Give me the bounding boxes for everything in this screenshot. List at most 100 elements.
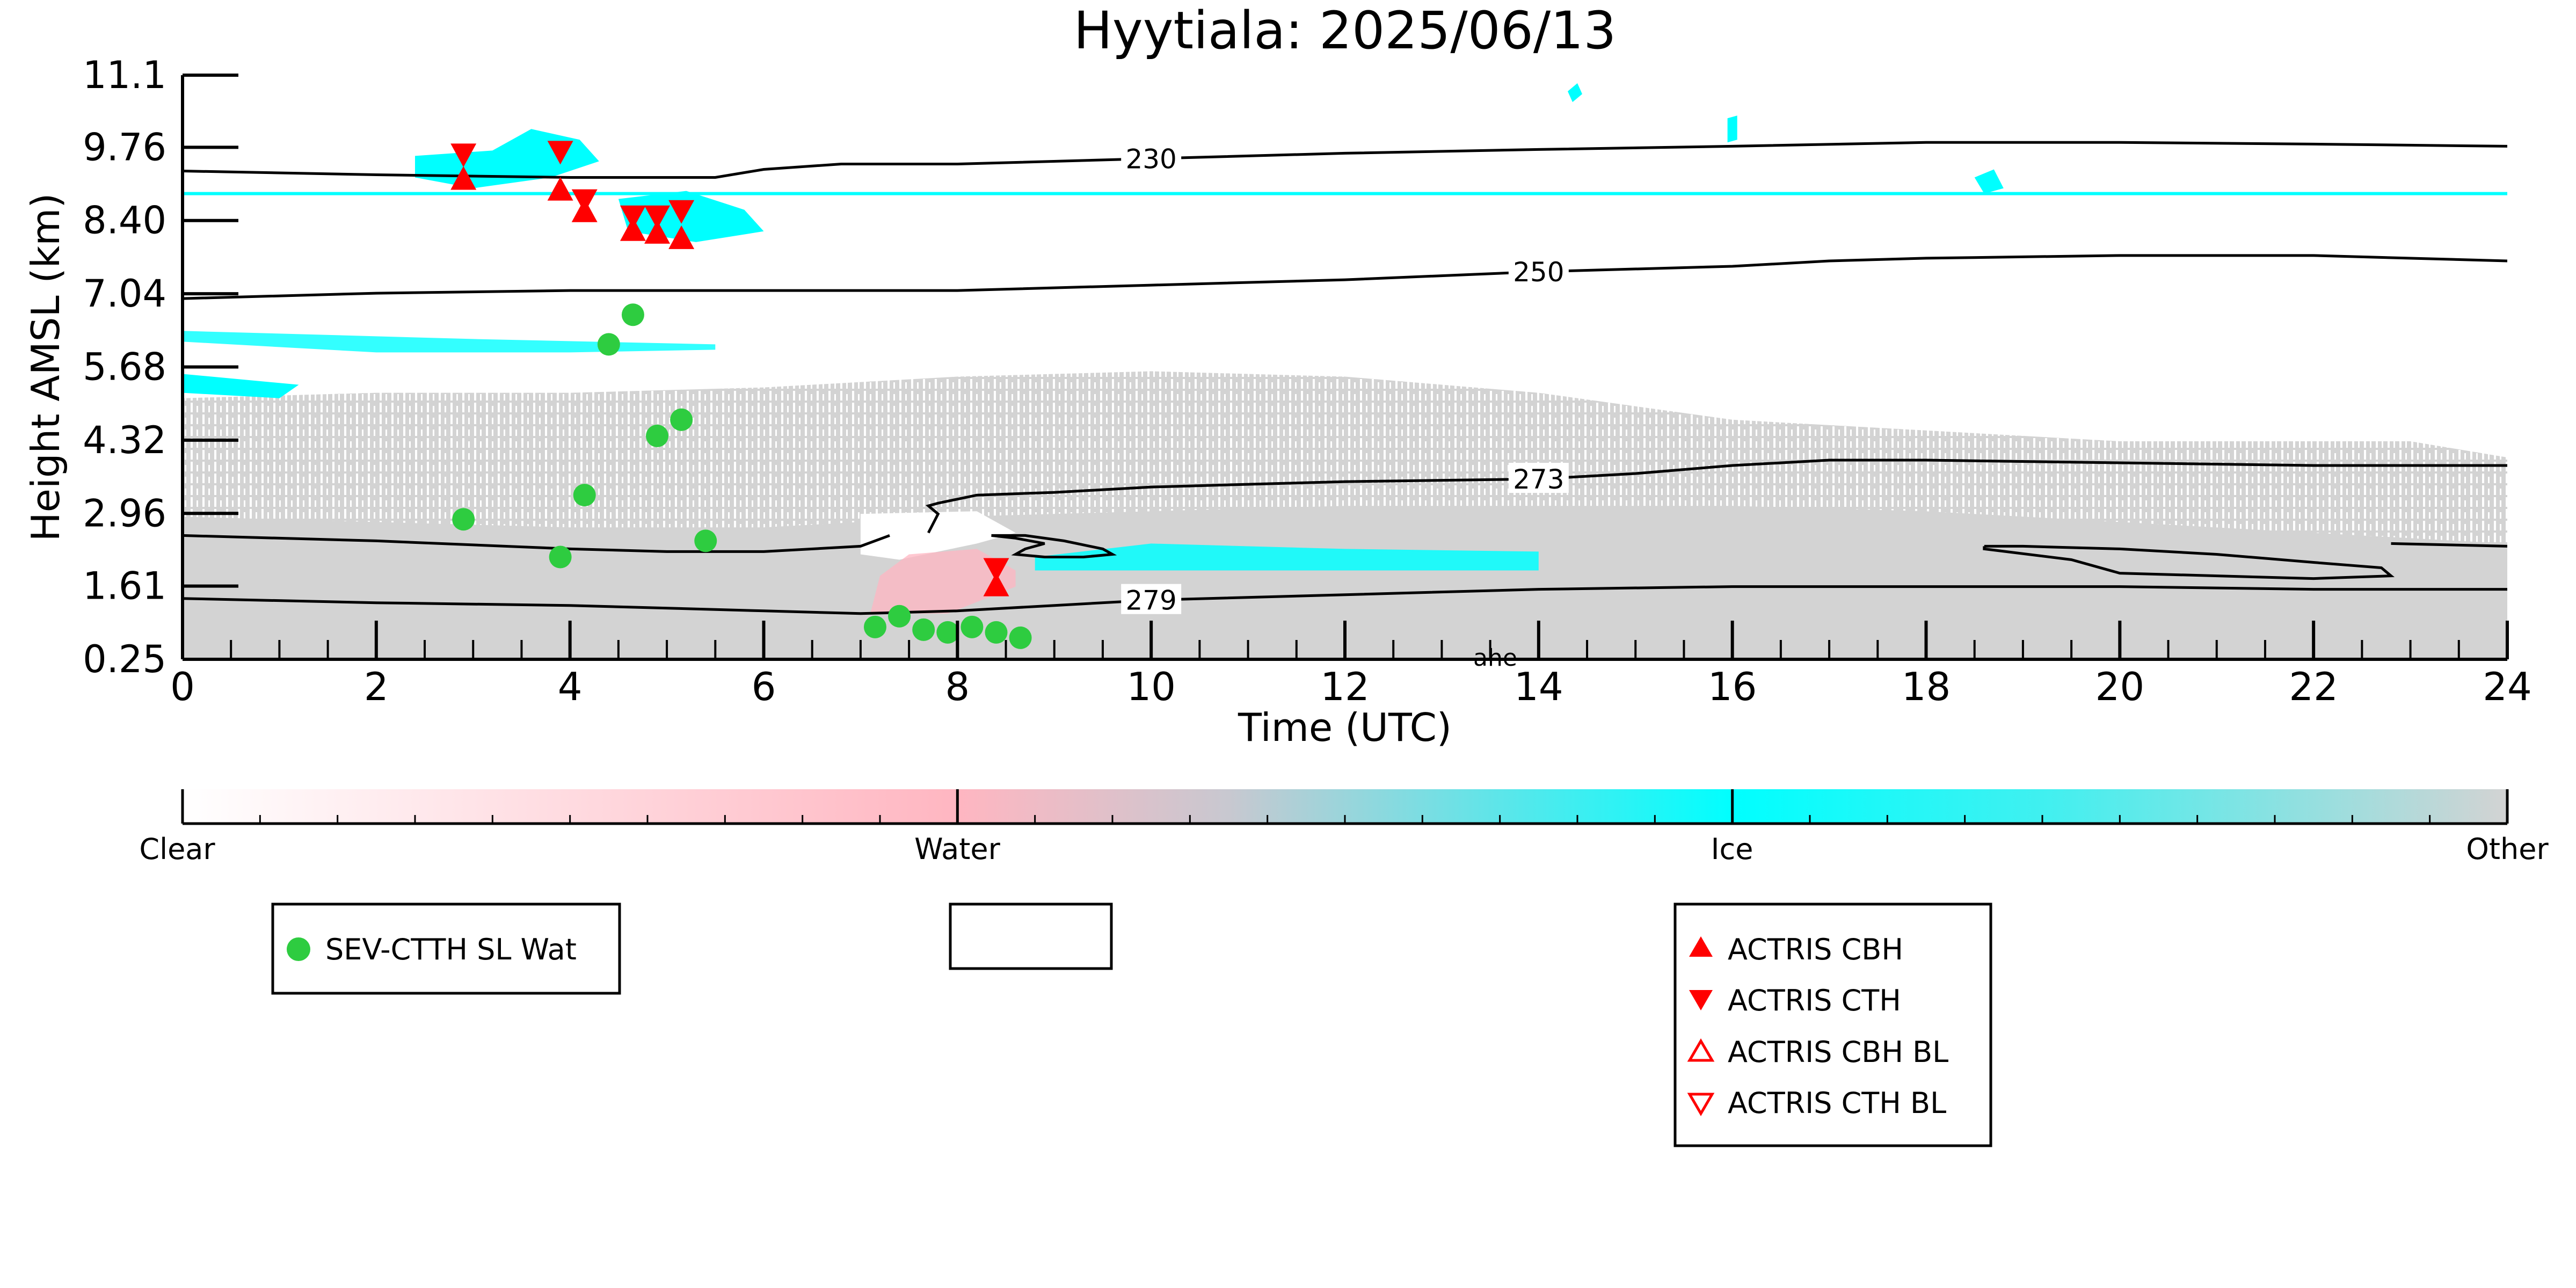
legend-cbh-triangle-up-icon (1689, 936, 1713, 957)
marker-s1-0 (450, 166, 477, 190)
contour-line-1 (183, 254, 2507, 300)
y-tick-label-2: 2.96 (83, 491, 166, 535)
colorbar-label-water: Water (914, 832, 1000, 866)
ice-class-speck-b (1727, 115, 1737, 143)
legend-cbh-bl-label: ACTRIS CBH BL (1728, 1035, 1948, 1069)
contour-line-2 (925, 459, 2507, 534)
contour-label-bg-1 (1508, 256, 1569, 286)
marker-s0-6 (670, 408, 693, 431)
y-tick-label-3: 4.32 (83, 418, 166, 462)
ice-class-speck-c (1974, 169, 2004, 194)
ice-class-speck-a (1568, 83, 1582, 103)
contour-label-1: 250 (1513, 257, 1564, 288)
legend-actris-frame (1673, 903, 1992, 1147)
plot-area: 230 250 273 279 (183, 83, 2507, 659)
legend-actris: ACTRIS CBH ACTRIS CTH ACTRIS CBH BL ACTR… (1673, 903, 1992, 1147)
x-tick-label-5: 10 (1126, 664, 1176, 709)
legend-cth-triangle-down-icon (1689, 990, 1713, 1010)
y-tick-label-7: 9.76 (83, 125, 166, 169)
contour-label-3: 279 (1125, 585, 1176, 616)
marker-s2-3 (620, 205, 646, 229)
marker-s0-7 (694, 529, 717, 552)
temperature-contours: 230 250 273 279 (183, 141, 2507, 616)
marker-s0-10 (912, 618, 935, 641)
marker-s1-1 (547, 177, 573, 201)
legend-empty-frame (949, 903, 1113, 970)
marker-s0-11 (936, 621, 959, 644)
marker-s0-13 (985, 621, 1008, 644)
colorbar-label-other: Other (2466, 832, 2549, 866)
contour-line-7 (2391, 542, 2507, 548)
clear-gap-region (860, 511, 1016, 560)
ice-class-region-low (1035, 543, 1539, 571)
marker-s2-5 (668, 200, 695, 224)
y-tick-label-0: 0.25 (83, 637, 166, 681)
legend-cbh-label: ACTRIS CBH (1728, 933, 1903, 966)
marker-s2-1 (547, 141, 573, 165)
contour-label-2: 273 (1513, 464, 1564, 495)
cloud-classification-background (183, 83, 2507, 659)
contour-line-6 (1983, 544, 2395, 580)
ice-class-region-mid-streak (183, 331, 716, 353)
ice-class-region-mid (183, 374, 299, 398)
contour-line-5 (991, 534, 1117, 558)
axes: 0 2 4 6 8 10 12 14 16 18 20 22 240.251.612.964.325.6… (83, 53, 2532, 709)
ice-class-thin-layer (183, 192, 2507, 195)
contour-line-4 (183, 534, 890, 553)
y-tick-label-5: 7.04 (83, 272, 166, 316)
legend-cth-label: ACTRIS CTH (1728, 984, 1901, 1017)
x-tick-label-11: 22 (2289, 664, 2338, 709)
x-tick-label-10: 20 (2095, 664, 2145, 709)
x-tick-label-12: 24 (2483, 664, 2532, 709)
x-tick-label-3: 6 (752, 664, 776, 709)
marker-s0-8 (863, 615, 886, 638)
x-tick-label-7: 14 (1514, 664, 1563, 709)
colorbar-label-ice: Ice (1711, 832, 1753, 866)
marker-s0-5 (646, 424, 669, 447)
legend-satellite: SEV-CTTH SL Wat (271, 903, 621, 995)
marker-s1-5 (668, 225, 695, 249)
marker-s0-2 (573, 484, 596, 507)
marker-s0-12 (960, 615, 984, 638)
colorbar-ticks (181, 789, 2509, 824)
ice-class-region-high-a (415, 129, 599, 188)
marker-s0-1 (549, 545, 572, 569)
marker-s0-0 (452, 508, 475, 531)
legend-cth-bl-triangle-down-open-icon (1687, 1093, 1715, 1116)
x-tick-label-2: 4 (558, 664, 583, 709)
y-tick-label-6: 8.40 (83, 199, 166, 243)
legend-empty (949, 903, 1113, 970)
y-axis-label: Height AMSL (km) (23, 193, 68, 542)
x-tick-label-6: 12 (1320, 664, 1370, 709)
marker-s1-3 (620, 217, 646, 241)
x-tick-label-9: 18 (1902, 664, 1951, 709)
data-markers (450, 141, 1032, 649)
marker-s0-9 (888, 605, 911, 628)
legend-sev-circle-icon (287, 937, 310, 961)
marker-s2-6 (983, 558, 1009, 582)
legend-sev-label: SEV-CTTH SL Wat (325, 933, 577, 966)
marker-s2-4 (644, 205, 671, 229)
marker-s1-6 (983, 572, 1009, 596)
legend-cbh-bl-triangle-up-open-icon (1687, 1038, 1715, 1062)
contour-label-0: 230 (1125, 143, 1176, 174)
water-class-region (870, 549, 1016, 614)
marker-s0-3 (597, 333, 620, 356)
contour-label-bg-0 (1121, 142, 1182, 173)
y-tick-label-4: 5.68 (83, 345, 166, 389)
legend-satellite-frame (271, 903, 621, 995)
chart-title: Hyytiala: 2025/06/13 (1074, 1, 1617, 61)
x-axis-label: Time (UTC) (1238, 705, 1452, 750)
x-tick-label-1: 2 (364, 664, 389, 709)
contour-label-bg-3 (1121, 584, 1182, 614)
x-tick-label-0: 0 (170, 664, 195, 709)
marker-s0-4 (621, 303, 644, 326)
y-tick-label-1: 1.61 (83, 564, 166, 608)
x-tick-label-8: 16 (1708, 664, 1757, 709)
marker-s0-14 (1009, 626, 1032, 649)
marker-s2-2 (571, 189, 598, 213)
y-tick-label-8: 11.1 (83, 53, 166, 97)
legend-cth-bl-label: ACTRIS CTH BL (1728, 1086, 1946, 1120)
x-tick-label-4: 8 (945, 664, 970, 709)
